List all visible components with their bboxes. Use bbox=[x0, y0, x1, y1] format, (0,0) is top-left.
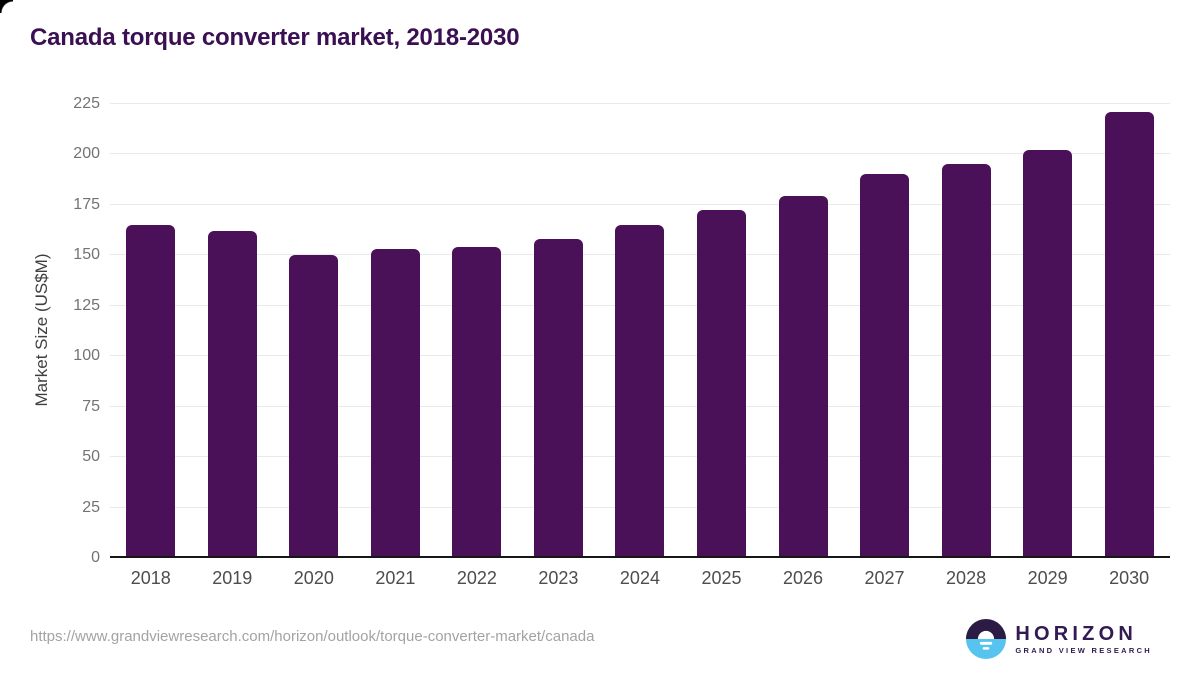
x-axis-label-2027: 2027 bbox=[864, 568, 905, 588]
bar-2027 bbox=[860, 174, 910, 556]
bar-slot bbox=[1088, 104, 1170, 556]
bar-2018 bbox=[126, 224, 176, 556]
y-tick-label: 150 bbox=[73, 246, 100, 264]
y-tick-label: 50 bbox=[82, 448, 100, 466]
x-axis-label-2019: 2019 bbox=[212, 568, 253, 588]
logo-text: HORIZON GRAND VIEW RESEARCH bbox=[1015, 624, 1152, 655]
horizon-logo: HORIZON GRAND VIEW RESEARCH bbox=[965, 617, 1152, 661]
x-axis-line bbox=[110, 556, 1170, 558]
bar-slot bbox=[599, 104, 681, 556]
y-tick-label: 125 bbox=[73, 296, 100, 314]
bar-2023 bbox=[533, 238, 583, 556]
bar-slot bbox=[762, 104, 844, 556]
corner-artifact bbox=[0, 0, 13, 13]
logo-subtitle: GRAND VIEW RESEARCH bbox=[1015, 645, 1152, 655]
y-tick-label: 200 bbox=[73, 145, 100, 163]
x-axis-label-2029: 2029 bbox=[1027, 568, 1068, 588]
bar-2028 bbox=[941, 164, 991, 556]
bar-2019 bbox=[207, 230, 257, 556]
y-tick-label: 75 bbox=[82, 397, 100, 415]
bar-slot bbox=[355, 104, 437, 556]
y-tick-label: 100 bbox=[73, 347, 100, 365]
plot-area bbox=[110, 103, 1170, 558]
y-tick-label: 0 bbox=[91, 549, 100, 566]
y-tick-label: 25 bbox=[82, 498, 100, 516]
bar-2025 bbox=[696, 210, 746, 556]
y-tick-label: 225 bbox=[73, 95, 100, 112]
logo-name: HORIZON bbox=[1015, 622, 1137, 645]
x-axis-label-2020: 2020 bbox=[293, 568, 334, 588]
x-axis-label-2023: 2023 bbox=[538, 568, 579, 588]
bar-2020 bbox=[289, 254, 339, 556]
horizon-logo-icon bbox=[966, 618, 1007, 660]
gridline bbox=[110, 153, 1170, 155]
bar-slot bbox=[925, 104, 1007, 556]
bar-2021 bbox=[370, 248, 420, 556]
bar-2024 bbox=[615, 224, 665, 556]
bar-slot bbox=[518, 104, 600, 556]
gridline bbox=[110, 203, 1170, 205]
x-axis-label-2018: 2018 bbox=[130, 568, 171, 588]
bar-slot bbox=[844, 104, 926, 556]
gridline bbox=[110, 103, 1170, 104]
bar-2029 bbox=[1023, 150, 1073, 556]
x-axis-label-2030: 2030 bbox=[1109, 568, 1150, 588]
bar-slot bbox=[1007, 104, 1089, 556]
bar-2026 bbox=[778, 196, 828, 556]
bars bbox=[110, 104, 1170, 556]
x-axis-label-2021: 2021 bbox=[375, 568, 416, 588]
bar-slot bbox=[110, 104, 192, 556]
x-axis-label-2024: 2024 bbox=[619, 568, 660, 588]
bar-slot bbox=[192, 104, 274, 556]
y-tick-labels: 0 25 50 75 100 125 150 175 200 225 bbox=[30, 95, 100, 566]
x-axis-label-2022: 2022 bbox=[456, 568, 497, 588]
x-axis-labels: 2018 2019 2020 2021 2022 2023 2024 2025 2026 2027… bbox=[110, 568, 1170, 589]
y-tick-label: 175 bbox=[73, 195, 100, 213]
bar-slot bbox=[436, 104, 518, 556]
bar-slot bbox=[681, 104, 763, 556]
x-axis-label-2028: 2028 bbox=[946, 568, 987, 588]
chart-title: Canada torque converter market, 2018-203… bbox=[30, 24, 520, 51]
source-url: https://www.grandviewresearch.com/horizo… bbox=[30, 628, 595, 645]
x-axis-label-2026: 2026 bbox=[782, 568, 824, 588]
bar-2030 bbox=[1104, 112, 1154, 556]
bar-2022 bbox=[452, 246, 502, 556]
x-axis-label-2025: 2025 bbox=[701, 568, 742, 588]
bar-slot bbox=[273, 104, 355, 556]
